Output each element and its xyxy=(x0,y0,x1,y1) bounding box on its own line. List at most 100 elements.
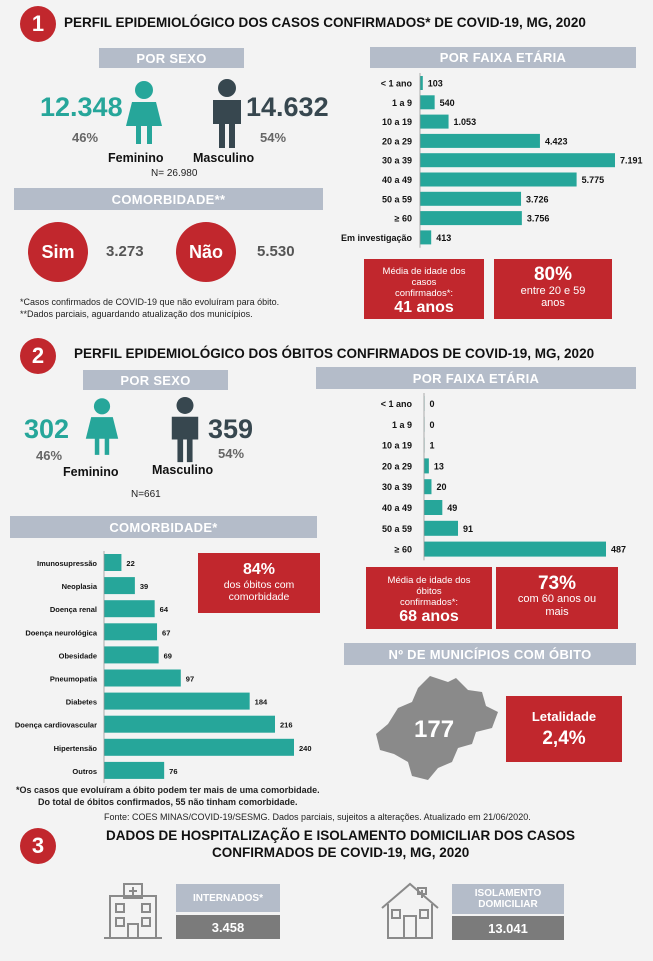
category-label: < 1 ano xyxy=(381,399,413,409)
value-label: 184 xyxy=(255,698,268,707)
category-label: 50 a 59 xyxy=(382,524,412,534)
s2-age-chart: < 1 ano 0 1 a 9 0 10 a 19 1 20 a 29 13 30 a 39 20… xyxy=(381,393,626,561)
category-label: 20 a 29 xyxy=(382,136,412,146)
s1-pct-value: 80% xyxy=(533,264,573,285)
bar xyxy=(420,211,522,226)
category-label: Doença neurológica xyxy=(25,628,98,637)
s2-media-l2: óbitos xyxy=(416,585,442,597)
s2-comorb-box: 84% dos óbitos com comorbidade xyxy=(198,553,320,613)
s3-iso-l2: DOMICILIAR xyxy=(478,899,538,910)
s1-media-l3: confirmados*: xyxy=(394,287,454,299)
s2-pct-value: 73% xyxy=(537,573,577,594)
category-label: Obesidade xyxy=(59,651,97,660)
s3-internados-label: INTERNADOS* xyxy=(176,884,280,912)
s2-faixa-band: POR FAIXA ETÁRIA xyxy=(316,367,636,389)
s2-media-value: 68 anos xyxy=(399,607,459,625)
category-label: Doença cardiovascular xyxy=(15,721,97,730)
bar xyxy=(104,577,135,595)
value-label: 69 xyxy=(164,651,172,660)
value-label: 76 xyxy=(169,767,177,776)
value-label: 49 xyxy=(447,503,457,513)
section-2-title: PERFIL EPIDEMIOLÓGICO DOS ÓBITOS CONFIRM… xyxy=(74,346,595,361)
bar xyxy=(104,738,294,756)
female-icon xyxy=(85,398,119,455)
value-label: 1.053 xyxy=(454,117,477,127)
s1-masc-label: Masculino xyxy=(193,151,255,165)
value-label: 5.775 xyxy=(582,175,605,185)
male-icon xyxy=(171,396,199,463)
category-label: ≥ 60 xyxy=(395,545,412,555)
s1-fem-pct: 46% xyxy=(72,130,99,145)
s2-note2: Do total de óbitos confirmados, 55 não t… xyxy=(38,797,298,807)
s1-note2: **Dados parciais, aguardando atualização… xyxy=(20,309,253,319)
category-label: 20 a 29 xyxy=(382,461,412,471)
bar xyxy=(420,133,540,148)
s2-masc-label: Masculino xyxy=(152,463,214,477)
s2-comorb-l1: dos óbitos com xyxy=(223,578,295,591)
s2-sexo-band: POR SEXO xyxy=(83,370,228,390)
s2-media-l3: confirmados*: xyxy=(399,596,459,608)
s3-isolamento-label: ISOLAMENTO DOMICILIAR xyxy=(452,884,564,914)
s1-faixa-band: POR FAIXA ETÁRIA xyxy=(370,47,636,68)
s1-fem-count: 12.348 xyxy=(40,92,123,122)
s1-media-box: Média de idade dos casos confirmados*: 4… xyxy=(364,259,484,319)
category-label: 10 a 19 xyxy=(382,117,412,127)
bar xyxy=(420,76,423,90)
value-label: 240 xyxy=(299,744,312,753)
category-label: Doença renal xyxy=(50,605,97,614)
s1-note1: *Casos confirmados de COVID-19 que não e… xyxy=(20,297,280,307)
category-label: Outros xyxy=(72,767,97,776)
s2-fem-label: Feminino xyxy=(63,465,119,479)
value-label: 22 xyxy=(126,559,134,568)
category-label: < 1 ano xyxy=(381,79,413,89)
bar xyxy=(104,715,275,733)
value-label: 216 xyxy=(280,721,293,730)
category-label: Neoplasia xyxy=(62,582,98,591)
s1-media-value: 41 anos xyxy=(394,298,454,316)
s1-pct-l1: entre 20 e 59 xyxy=(520,285,586,297)
s2-pct-box: 73% com 60 anos ou mais xyxy=(496,567,618,629)
s1-sexo-band: POR SEXO xyxy=(99,48,244,68)
s3-isolamento-value: 13.041 xyxy=(452,916,564,940)
s2-masc-count: 359 xyxy=(208,414,254,444)
minas-gerais-map-icon xyxy=(376,676,498,780)
s2-total: N=661 xyxy=(131,489,161,500)
value-label: 487 xyxy=(611,545,626,555)
s1-age-chart: < 1 ano 103 1 a 9 540 10 a 19 1.053 20 a 29 4.4… xyxy=(341,73,643,248)
category-label: Hipertensão xyxy=(54,744,98,753)
value-label: 0 xyxy=(430,399,435,409)
s1-masc-count: 14.632 xyxy=(246,92,329,122)
category-label: Em investigação xyxy=(341,233,413,243)
s3-internados-value: 3.458 xyxy=(176,915,280,939)
category-label: 30 a 39 xyxy=(382,482,412,492)
s2-pct-l2: mais xyxy=(545,606,569,618)
s2-masc-pct: 54% xyxy=(218,446,245,461)
category-label: 40 a 49 xyxy=(382,503,412,513)
s2-fonte: Fonte: COES MINAS/COVID-19/SESMG. Dados … xyxy=(104,812,531,822)
category-label: 1 a 9 xyxy=(392,98,412,108)
s1-nao-value: 5.530 xyxy=(257,243,295,260)
s1-masc-pct: 54% xyxy=(260,130,287,145)
value-label: 413 xyxy=(436,233,451,243)
bar xyxy=(424,500,443,515)
category-label: Imunosupressão xyxy=(37,559,97,568)
s2-comorb-l2: comorbidade xyxy=(228,590,290,603)
section-3-title-2: CONFIRMADOS DE COVID-19, MG, 2020 xyxy=(212,845,470,860)
bar xyxy=(420,114,449,129)
category-label: 50 a 59 xyxy=(382,194,412,204)
bar xyxy=(424,520,459,536)
s1-pct-box: 80% entre 20 e 59 anos xyxy=(494,259,612,319)
bar xyxy=(424,541,606,557)
house-icon xyxy=(381,882,439,939)
bar xyxy=(420,230,432,245)
section-1-number: 1 xyxy=(20,6,56,42)
value-label: 20 xyxy=(436,482,446,492)
female-icon xyxy=(126,81,162,144)
s2-media-l1: Média de idade dos xyxy=(387,574,471,586)
s2-let-value: 2,4% xyxy=(542,727,586,749)
s1-media-l1: Média de idade dos xyxy=(382,265,466,277)
category-label: 1 a 9 xyxy=(392,420,412,430)
bar xyxy=(104,669,181,687)
s1-sim-value: 3.273 xyxy=(106,243,144,260)
value-label: 103 xyxy=(428,79,443,89)
